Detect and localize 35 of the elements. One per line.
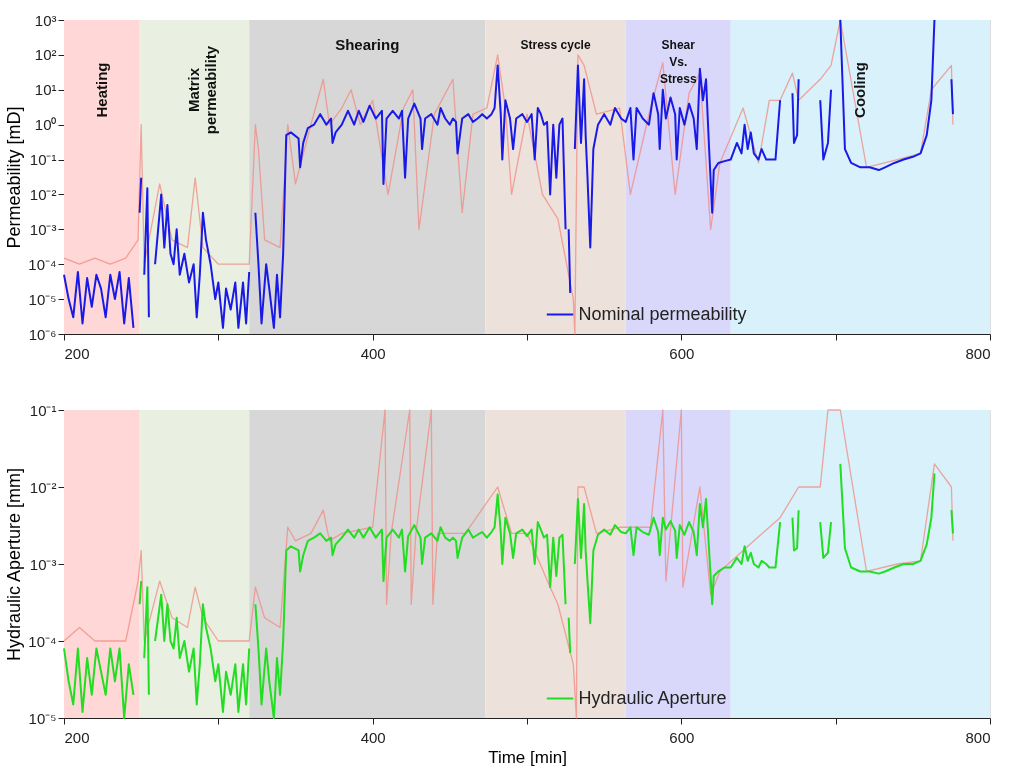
y-tick-label: 10⁻⁴ [28, 632, 57, 650]
band-label: Shear Vs. Stress [659, 38, 697, 86]
line-series [63, 409, 954, 719]
x-tick-label: 600 [669, 728, 695, 746]
band-label: Heating [92, 62, 110, 118]
y-tick-label: 10⁻² [29, 185, 57, 203]
y-tick-label: 10⁻¹ [29, 151, 57, 169]
x-axis-title: Time [min] [488, 747, 567, 767]
y-tick-label: 10⁻⁴ [28, 255, 57, 273]
band-label: Cooling [851, 62, 869, 118]
y-tick-label: 10⁻¹ [29, 401, 57, 419]
y-tick-label: 10¹ [34, 81, 57, 99]
x-tick-label: 800 [965, 728, 991, 746]
x-tick-label: 600 [669, 344, 695, 362]
y-tick-label: 10⁻⁶ [28, 325, 57, 343]
legend-label: Nominal permeability [578, 303, 747, 324]
y-tick-label: 10⁻³ [29, 220, 57, 238]
legend-label: Hydraulic Aperture [578, 687, 727, 708]
y-tick-label: 10⁻⁵ [28, 709, 57, 727]
y-tick-label: 10³ [34, 11, 57, 29]
x-tick-label: 400 [360, 344, 386, 362]
y-tick-label: 10⁻⁵ [28, 290, 57, 308]
y-tick-label: 10⁰ [34, 116, 57, 134]
band-label: Shearing [335, 36, 400, 53]
x-tick-label: 200 [64, 728, 90, 746]
x-tick-label: 200 [64, 344, 90, 362]
y-tick-label: 10² [34, 46, 57, 64]
y-tick-label: 10⁻² [29, 478, 57, 496]
band-label: Matrix permeability [185, 45, 220, 135]
y-axis-title: Hydraulic Aperture [mm] [4, 467, 25, 662]
band-label: Stress cycle [520, 38, 591, 52]
x-tick-label: 800 [965, 344, 991, 362]
y-tick-label: 10⁻³ [29, 555, 57, 573]
y-axis-title: Permeability [mD] [4, 106, 25, 249]
x-tick-label: 400 [360, 728, 386, 746]
